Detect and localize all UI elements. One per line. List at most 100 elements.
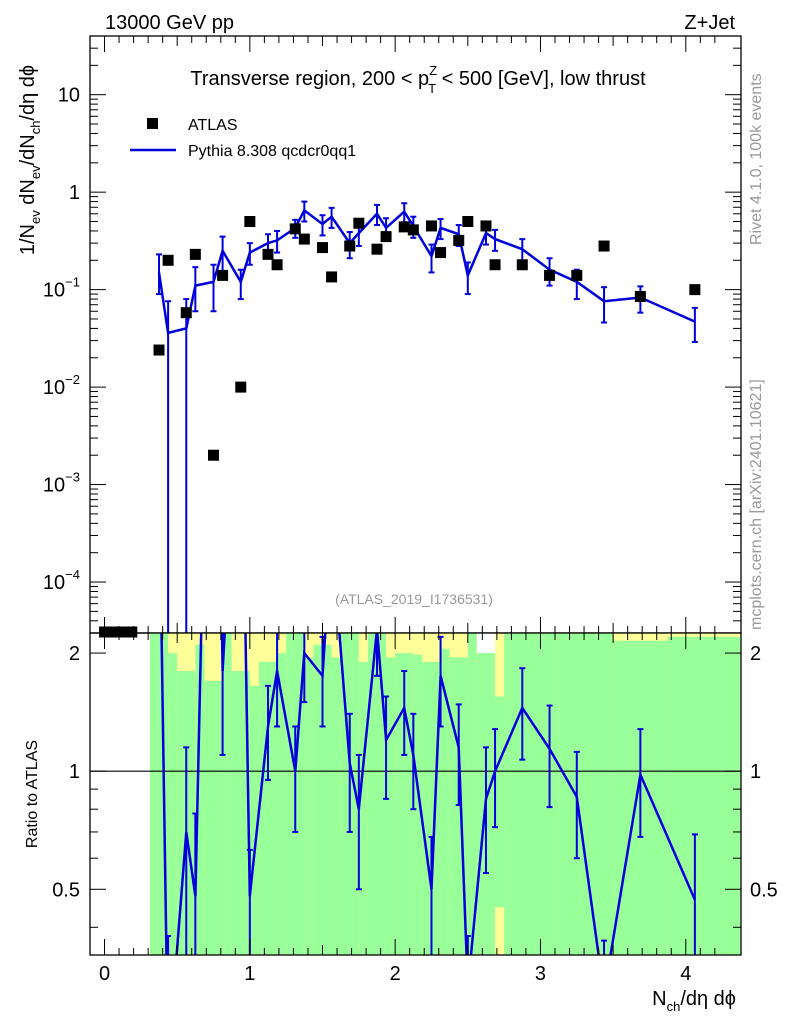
atlas-point xyxy=(462,215,474,227)
atlas-point xyxy=(344,240,356,252)
ratio-band-green xyxy=(231,671,250,955)
main-ytick-exponent: −2 xyxy=(65,372,80,387)
ratio-band-green xyxy=(222,633,232,955)
ratio-band-green xyxy=(422,661,441,955)
ratio-panel: 0.5 0.5 1 1 2 2 0 1 2 3 4 Ratio to ATLAS Nch/dη dϕ xyxy=(24,632,778,1014)
main-ytick-label: 10−3 xyxy=(43,470,80,497)
main-ytick-base: 10 xyxy=(58,85,80,107)
mcplots-watermark: mcplots.cern.ch [arXiv:2401.10621] xyxy=(748,379,765,630)
title-subscript: T xyxy=(428,81,436,96)
ratio-xtick-label: 2 xyxy=(390,963,401,985)
atlas-point xyxy=(398,221,410,233)
ratio-band-green xyxy=(258,661,278,955)
main-ytick-base: 1 xyxy=(69,182,80,204)
ratio-frame xyxy=(89,632,742,956)
title-main: Transverse region, 200 < p xyxy=(190,68,429,90)
title-superscript: Z xyxy=(429,63,437,78)
atlas-point xyxy=(317,242,328,254)
main-ylabel: 1/Nev dNev/dNch/dη dϕ xyxy=(17,65,43,255)
atlas-point xyxy=(180,307,192,319)
ratio-band-green xyxy=(331,657,341,955)
atlas-point xyxy=(435,247,447,259)
main-ytick-label: 10 xyxy=(58,85,80,107)
ratio-band-gap xyxy=(476,633,496,654)
ratio-xtick-label: 0 xyxy=(99,963,110,985)
main-ytick-base: 10 xyxy=(43,377,65,399)
atlas-point xyxy=(153,344,165,356)
atlas-point xyxy=(244,215,256,227)
ratio-band-green xyxy=(413,654,423,955)
xlabel-part-1: ch xyxy=(667,999,681,1014)
ratio-ytick-label-left: 1 xyxy=(69,761,80,783)
atlas-point xyxy=(480,220,492,232)
main-ytick-label: 1 xyxy=(69,182,80,204)
plot-title: Transverse region, 200 < pZ T < 500 [GeV]… xyxy=(190,63,646,96)
ratio-band-green xyxy=(277,653,287,955)
atlas-point xyxy=(271,259,283,271)
ratio-axes: 0.5 0.5 1 1 2 2 0 1 2 3 4 xyxy=(52,633,778,985)
ratio-band-green xyxy=(467,633,477,955)
process-label: Z+Jet xyxy=(684,12,735,34)
ratio-band-green xyxy=(440,648,450,955)
ratio-band-green xyxy=(386,657,396,955)
atlas-point xyxy=(235,381,247,393)
xlabel: Nch/dη dϕ xyxy=(652,988,736,1014)
rivet-watermark: Rivet 4.1.0, 100k events xyxy=(748,73,765,245)
atlas-point xyxy=(371,243,383,255)
ratio-ytick-label-right: 0.5 xyxy=(750,879,778,901)
atlas-point xyxy=(189,248,201,260)
ratio-band-green xyxy=(495,696,505,908)
main-ytick-base: 10 xyxy=(43,475,65,497)
main-ytick-exponent: −4 xyxy=(65,567,80,582)
ratio-band-green xyxy=(168,653,178,955)
atlas-point xyxy=(353,217,365,229)
ratio-ytick-label-left: 2 xyxy=(69,643,80,665)
xlabel-part-0: N xyxy=(652,988,666,1010)
ylabel-part-4: /dN xyxy=(17,134,39,165)
atlas-point xyxy=(108,626,120,638)
main-ytick-label: 10−4 xyxy=(43,567,80,594)
atlas-point xyxy=(407,224,419,236)
atlas-point xyxy=(217,269,229,281)
ratio-band-green xyxy=(358,661,368,955)
legend-atlas-marker xyxy=(147,118,158,129)
atlas-point xyxy=(425,220,437,232)
ylabel-part-6: /dη dϕ xyxy=(17,65,39,121)
ratio-marks xyxy=(90,633,741,955)
atlas-point xyxy=(571,269,583,281)
ratio-band-green xyxy=(367,633,387,955)
legend-pythia-label: Pythia 8.308 qcdcr0qq1 xyxy=(188,143,356,160)
ratio-ylabel: Ratio to ATLAS xyxy=(24,740,41,848)
xlabel-part-2: /dη dϕ xyxy=(680,988,736,1010)
main-ytick-exponent: −1 xyxy=(65,275,80,290)
ratio-band-green xyxy=(249,685,259,955)
pythia-series-line xyxy=(157,208,696,335)
atlas-point xyxy=(289,223,301,235)
atlas-point xyxy=(126,626,138,638)
ylabel-part-5: ch xyxy=(28,121,43,135)
ratio-band-green xyxy=(313,644,332,955)
ratio-band-green xyxy=(204,680,223,955)
ylabel-part-1: ev xyxy=(28,210,43,224)
analysis-id: (ATLAS_2019_I1736531) xyxy=(335,591,493,607)
atlas-point xyxy=(453,234,465,246)
atlas-point xyxy=(117,626,129,638)
ratio-band-green xyxy=(594,633,614,955)
atlas-point xyxy=(298,233,310,245)
atlas-point xyxy=(689,284,701,296)
atlas-point xyxy=(326,271,338,283)
ratio-band-green xyxy=(195,644,205,955)
collision-energy-label: 13000 GeV pp xyxy=(105,12,234,34)
legend-atlas-label: ATLAS xyxy=(188,117,238,134)
main-marks xyxy=(99,200,701,638)
main-ytick-base: 10 xyxy=(43,280,65,302)
atlas-point xyxy=(634,291,646,303)
ratio-ytick-label-right: 1 xyxy=(750,761,761,783)
ylabel-part-2: dN xyxy=(17,179,39,210)
ratio-band-green xyxy=(667,636,741,955)
title-rest: < 500 [GeV], low thrust xyxy=(436,68,646,90)
atlas-point xyxy=(380,231,392,243)
